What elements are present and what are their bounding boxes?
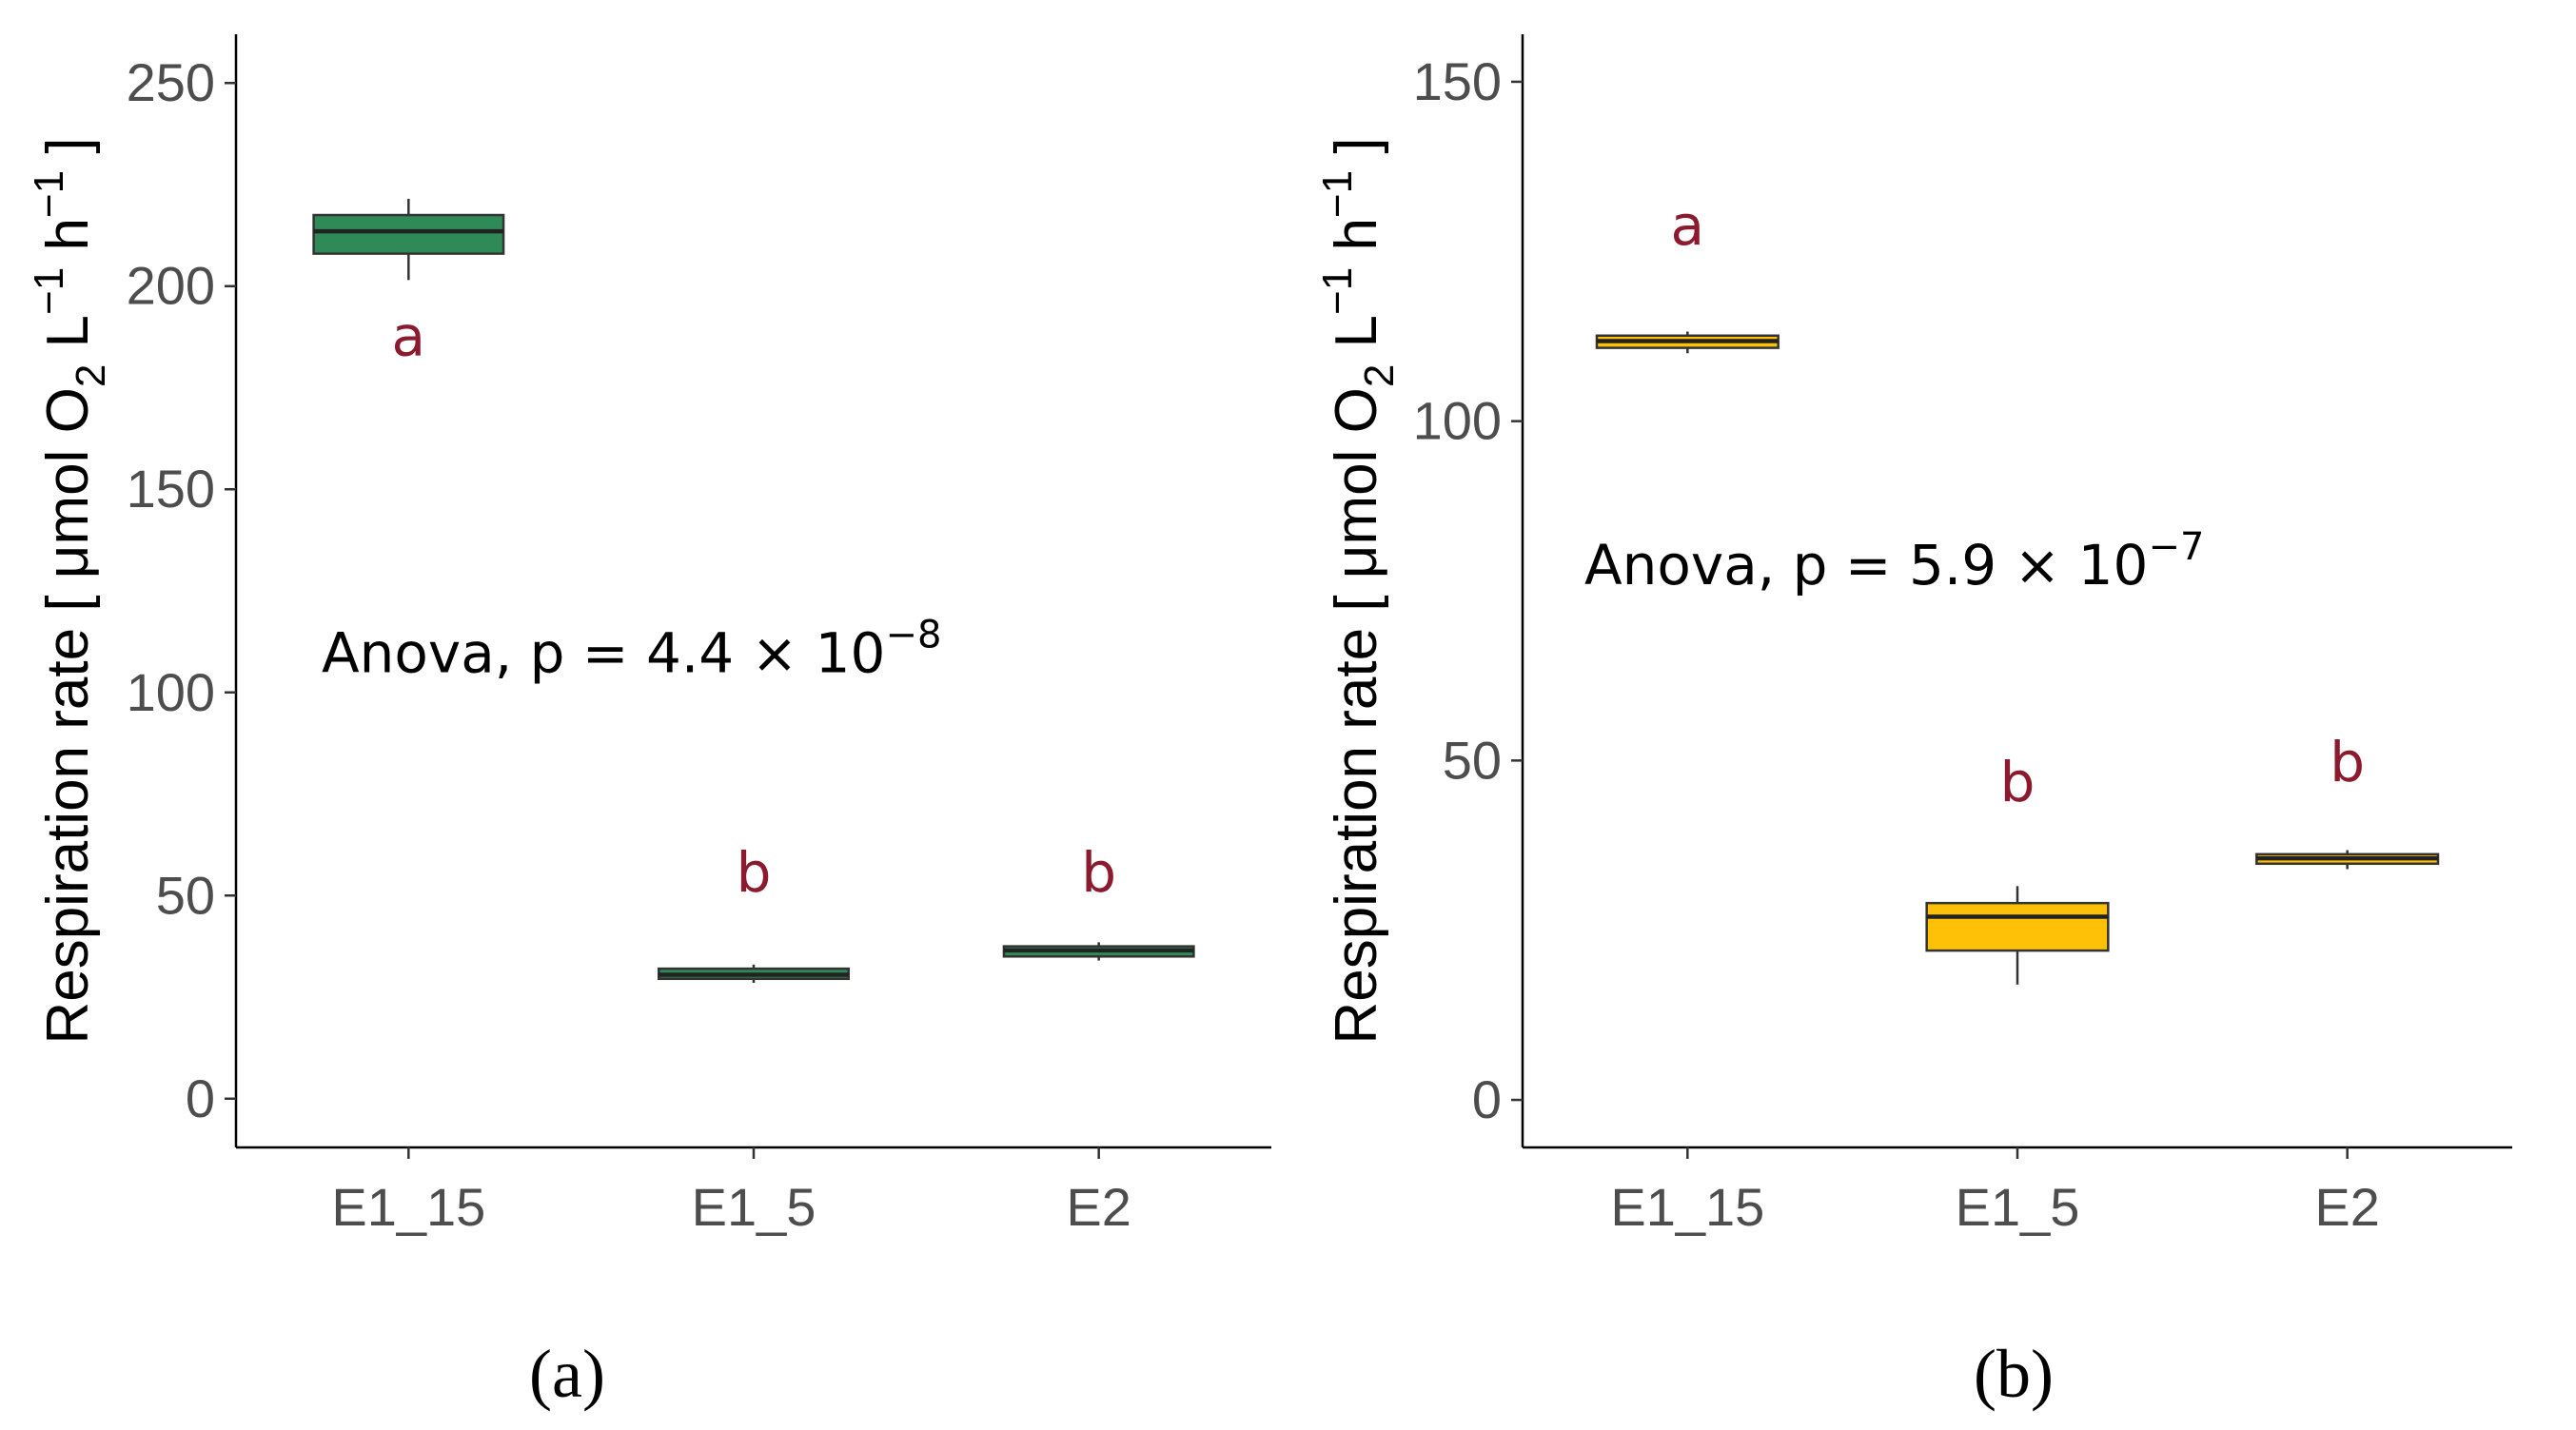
box-body [312, 213, 505, 255]
y-tick-label: 100 [127, 662, 215, 722]
anova-text: Anova, p = 5.9 × 10 [1584, 533, 2148, 597]
y-tick-label: 250 [127, 52, 215, 112]
y-axis-title-part: ] [35, 137, 101, 169]
x-tick-label: E1_15 [1610, 1177, 1764, 1237]
significance-letter: a [392, 304, 426, 368]
box-e2: b [2255, 730, 2440, 870]
box-e1-5: b [658, 840, 850, 984]
y-axis-title-part: −1 [1314, 267, 1361, 315]
y-tick-label: 50 [156, 865, 215, 925]
y-tick-label: 150 [127, 459, 215, 519]
y-axis-title: Respiration rate [ μmol O2 L−1 h−1 ] [1314, 137, 1403, 1044]
x-tick-label: E1_15 [331, 1177, 485, 1237]
y-tick-label: 100 [1413, 391, 1502, 451]
y-axis-title-part: Respiration rate [ μmol O [1324, 387, 1389, 1044]
significance-letter: a [1671, 193, 1705, 258]
chart-panel-b: 0 50 100 150 E1_15 E1_5 E2 a b b Anova, p = 5.9 × … [1314, 34, 2512, 1412]
box-e2: b [1002, 840, 1195, 961]
panel-label: (a) [529, 1336, 605, 1412]
significance-letter: b [737, 840, 772, 905]
box-e1-15: a [312, 198, 505, 368]
y-axis-title-part: L [35, 315, 101, 364]
significance-letter: b [2000, 750, 2035, 814]
y-axis-title-part: −1 [26, 267, 72, 315]
y-tick-label: 150 [1413, 51, 1502, 111]
box-e1-5: b [1925, 750, 2110, 985]
anova-exponent: −7 [2148, 525, 2204, 569]
y-axis-title-part: h [35, 218, 101, 267]
y-axis-title-part: h [1324, 218, 1389, 267]
anova-exponent: −8 [885, 613, 941, 656]
x-tick-label: E1_5 [692, 1177, 816, 1237]
anova-annotation: Anova, p = 4.4 × 10−8 [322, 613, 941, 685]
x-tick-label: E1_5 [1956, 1177, 2080, 1237]
y-axis-title-part: Respiration rate [ μmol O [35, 387, 101, 1044]
significance-letter: b [2330, 730, 2365, 794]
y-tick-label: 0 [1472, 1069, 1502, 1129]
y-tick-label: 50 [1443, 730, 1502, 790]
y-axis-title-part: ] [1324, 137, 1389, 169]
y-axis-title-part: 2 [1356, 364, 1403, 387]
y-axis-title-part: L [1324, 315, 1389, 364]
y-tick-label: 0 [186, 1068, 215, 1128]
y-axis-title: Respiration rate [ μmol O2 L−1 h−1 ] [26, 137, 114, 1044]
x-tick-label: E2 [1066, 1177, 1131, 1237]
panel-label: (b) [1974, 1336, 2054, 1412]
y-axis-title-part: 2 [68, 364, 114, 387]
significance-letter: b [1081, 840, 1116, 905]
anova-annotation: Anova, p = 5.9 × 10−7 [1584, 525, 2204, 597]
y-axis-title-part: −1 [1314, 170, 1361, 218]
box-e1-15: a [1595, 193, 1780, 354]
y-tick-label: 200 [127, 256, 215, 316]
chart-panel-a: 0 50 100 150 200 250 E1_15 E1_5 E2 a b b Anova, p = … [26, 34, 1271, 1412]
box-body [1925, 901, 2110, 952]
y-axis-title-part: −1 [26, 170, 72, 218]
x-tick-label: E2 [2314, 1177, 2380, 1237]
anova-text: Anova, p = 4.4 × 10 [322, 620, 885, 685]
